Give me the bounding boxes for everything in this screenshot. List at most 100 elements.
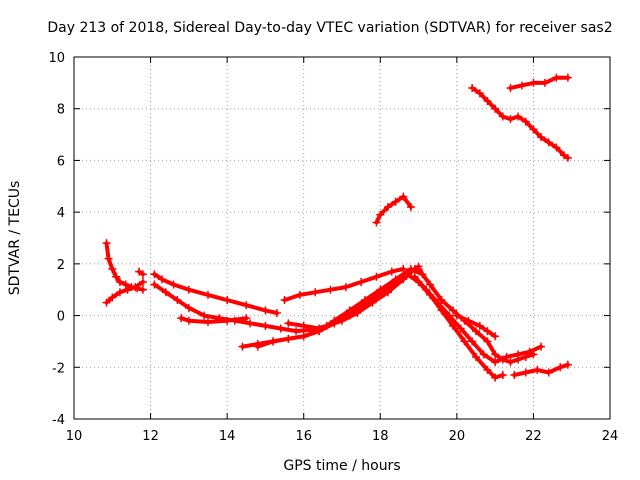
data-point: [521, 368, 530, 377]
data-point: [360, 301, 369, 310]
y-tick-label: 2: [57, 258, 65, 273]
data-point: [376, 210, 385, 219]
data-point: [563, 153, 572, 162]
series-track-d: [150, 270, 281, 317]
data-point: [544, 368, 553, 377]
data-point: [223, 316, 232, 325]
data-point: [299, 321, 308, 330]
series-track-b: [102, 277, 147, 307]
data-point: [138, 277, 147, 286]
data-point: [483, 96, 492, 105]
data-point: [161, 288, 170, 297]
series-line: [286, 264, 421, 331]
data-point: [261, 321, 270, 330]
data-point: [437, 296, 446, 305]
x-tick-label: 12: [142, 429, 159, 444]
data-point: [563, 73, 572, 82]
data-point: [514, 112, 523, 121]
data-point: [357, 277, 366, 286]
data-point: [491, 373, 500, 382]
data-point: [121, 280, 130, 289]
series-track-c: [135, 267, 147, 279]
data-point: [253, 342, 262, 351]
data-point: [449, 321, 458, 330]
data-point: [563, 360, 572, 369]
y-axis-label: SDTVAR / TECUs: [7, 181, 23, 296]
series-track-a: [102, 239, 147, 294]
grid-lines: [74, 57, 610, 419]
series-track-f: [177, 314, 251, 327]
data-point: [242, 314, 251, 323]
data-point: [517, 81, 526, 90]
data-point: [552, 73, 561, 82]
data-traces: [102, 73, 572, 382]
data-point: [261, 306, 270, 315]
data-point: [391, 277, 400, 286]
data-point: [184, 285, 193, 294]
y-tick-label: 6: [57, 154, 65, 169]
data-point: [315, 324, 324, 333]
data-point: [112, 272, 121, 281]
data-point: [341, 283, 350, 292]
data-point: [422, 285, 431, 294]
x-tick-label: 18: [372, 429, 389, 444]
x-tick-label: 14: [219, 429, 236, 444]
data-point: [533, 365, 542, 374]
data-point: [280, 296, 289, 305]
series-line: [374, 194, 413, 225]
data-point: [295, 290, 304, 299]
data-point: [204, 318, 212, 327]
data-point: [104, 254, 113, 263]
data-point: [399, 192, 408, 201]
data-point: [138, 285, 147, 294]
data-point: [299, 332, 308, 341]
data-point: [529, 350, 538, 359]
data-point: [184, 316, 193, 325]
data-point: [108, 293, 117, 302]
series-track-i: [280, 265, 408, 305]
data-point: [445, 311, 454, 320]
data-point: [138, 270, 147, 279]
x-tick-label: 20: [449, 429, 466, 444]
data-point: [452, 311, 461, 320]
data-point: [115, 277, 124, 286]
data-point: [506, 358, 515, 367]
data-point: [372, 218, 381, 227]
data-point: [108, 265, 117, 274]
data-point: [284, 319, 293, 328]
data-point: [242, 301, 251, 310]
data-point: [150, 270, 159, 279]
x-tick-label: 16: [295, 429, 312, 444]
plot-frame: [73, 56, 611, 420]
data-point: [330, 319, 339, 328]
data-point: [200, 311, 209, 320]
data-point: [272, 308, 281, 317]
data-point: [498, 371, 507, 380]
data-point: [491, 104, 500, 113]
data-point: [521, 117, 530, 126]
data-point: [556, 363, 565, 372]
y-tick-label: -2: [52, 361, 65, 376]
series-track-q: [468, 84, 572, 162]
data-point: [514, 355, 523, 364]
data-point: [284, 334, 293, 343]
x-tick-label: 22: [525, 429, 542, 444]
data-point: [537, 133, 546, 142]
series-line: [470, 86, 570, 160]
data-point: [173, 296, 182, 305]
data-point: [464, 316, 473, 325]
data-point: [102, 298, 111, 307]
data-point: [506, 84, 515, 93]
data-point: [475, 89, 484, 98]
data-point: [529, 125, 538, 134]
data-point: [399, 265, 408, 274]
data-point: [169, 280, 178, 289]
data-point: [414, 265, 423, 274]
data-point: [223, 296, 232, 305]
data-point: [491, 358, 500, 367]
series-line: [152, 272, 279, 315]
x-tick-label: 10: [66, 429, 83, 444]
data-point: [403, 270, 412, 279]
data-point: [472, 327, 480, 336]
